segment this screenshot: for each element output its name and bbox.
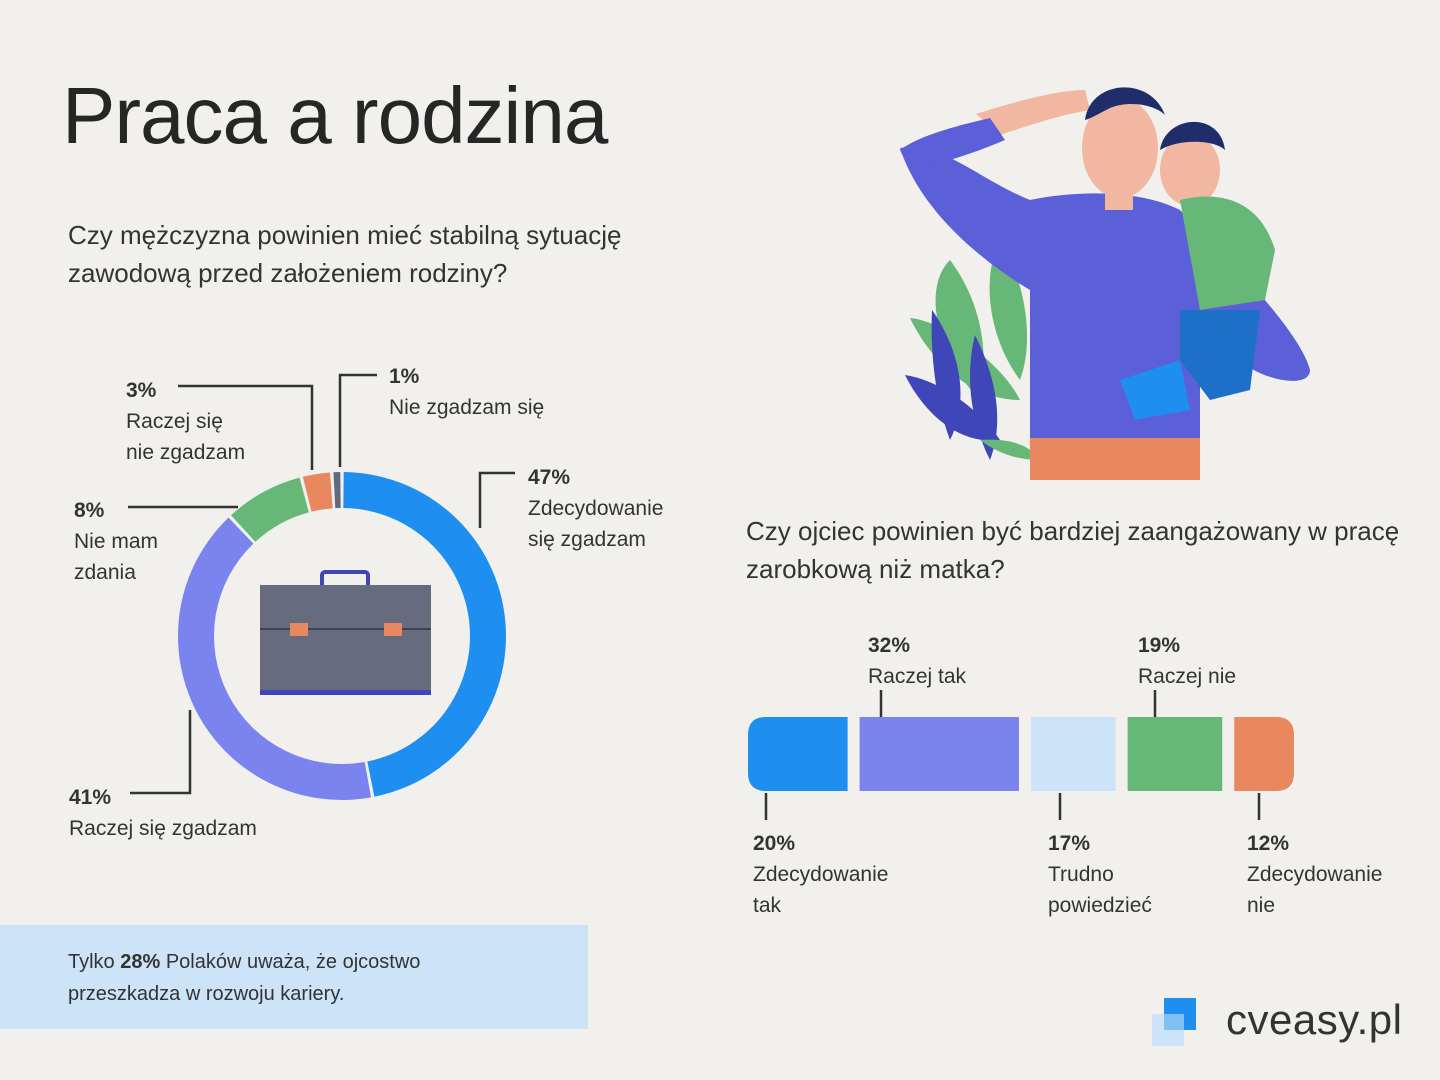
donut-label-41: 41% Raczej się zgadzam	[69, 782, 257, 844]
donut-callouts	[128, 373, 515, 795]
donut-label-3-pct: 3%	[126, 379, 157, 402]
donut-label-8-text: Nie mam zdania	[74, 530, 159, 584]
bar-label-32-pct: 32%	[868, 634, 911, 657]
note-prefix: Tylko	[68, 951, 121, 973]
bar-label-19: 19% Raczej nie	[1138, 630, 1236, 692]
donut-label-8: 8% Nie mam zdania	[74, 495, 158, 588]
father-son-salute-illustration	[900, 87, 1310, 480]
donut-label-1: 1% Nie zgadzam się	[389, 361, 544, 423]
bar-label-20-pct: 20%	[753, 832, 796, 855]
note-text: Tylko 28% Polaków uważa, że ojcostwo prz…	[68, 946, 508, 1010]
note-box	[0, 925, 588, 1029]
donut-label-47-pct: 47%	[528, 466, 571, 489]
bar-label-20: 20% Zdecydowanie tak	[753, 828, 888, 921]
bar-segment-17	[1030, 717, 1116, 791]
donut-slices	[178, 472, 506, 800]
bar-callouts	[764, 690, 1261, 820]
leaves-decoration	[905, 240, 1040, 460]
donut-label-47: 47% Zdecydowanie się zgadzam	[528, 462, 663, 555]
donut-label-41-pct: 41%	[69, 786, 112, 809]
note-suffix: Polaków uważa, że ojcostwo przeszkadza w…	[68, 951, 421, 1005]
question-1: Czy mężczyzna powinien mieć stabilną syt…	[68, 220, 622, 288]
donut-slice-47	[343, 472, 506, 797]
bar-label-32-text: Raczej tak	[868, 665, 967, 688]
bar-label-32: 32% Raczej tak	[868, 630, 966, 692]
note-highlight: 28%	[120, 951, 161, 973]
bar-segment-12	[1234, 717, 1294, 791]
question-2: Czy ojciec powinien być bardziej zaangaż…	[746, 516, 1400, 584]
briefcase-icon	[260, 570, 431, 695]
bar-label-17-pct: 17%	[1048, 832, 1091, 855]
bar-label-12: 12% Zdecydowanie nie	[1247, 828, 1382, 921]
donut-slice-41	[178, 517, 372, 800]
page-title: Praca a rodzina	[62, 71, 608, 160]
bar-label-20-text: Zdecydowanie tak	[753, 863, 889, 917]
donut-label-8-pct: 8%	[74, 499, 105, 522]
bar-segments	[748, 717, 1294, 791]
bar-segment-32	[859, 717, 1019, 791]
bar-segment-19	[1127, 717, 1223, 791]
donut-slice-3	[302, 472, 333, 512]
donut-label-47-text: Zdecydowanie się zgadzam	[528, 497, 664, 551]
donut-label-1-pct: 1%	[389, 365, 420, 388]
bar-label-17-text: Trudno powiedzieć	[1048, 863, 1152, 917]
logo-text: cveasy.pl	[1226, 996, 1403, 1043]
bar-label-19-pct: 19%	[1138, 634, 1181, 657]
bar-label-12-text: Zdecydowanie nie	[1247, 863, 1383, 917]
donut-slice-8	[230, 477, 309, 542]
bar-label-19-text: Raczej nie	[1138, 665, 1237, 688]
bar-segment-20	[748, 717, 848, 791]
donut-label-41-text: Raczej się zgadzam	[69, 817, 257, 840]
donut-label-1-text: Nie zgadzam się	[389, 396, 545, 419]
cveasy-logo-icon	[1152, 998, 1196, 1046]
bar-label-12-pct: 12%	[1247, 832, 1290, 855]
bar-label-17: 17% Trudno powiedzieć	[1048, 828, 1152, 921]
donut-label-3: 3% Raczej się nie zgadzam	[126, 375, 245, 468]
donut-slice-1	[333, 472, 341, 509]
donut-label-3-text: Raczej się nie zgadzam	[126, 410, 246, 464]
